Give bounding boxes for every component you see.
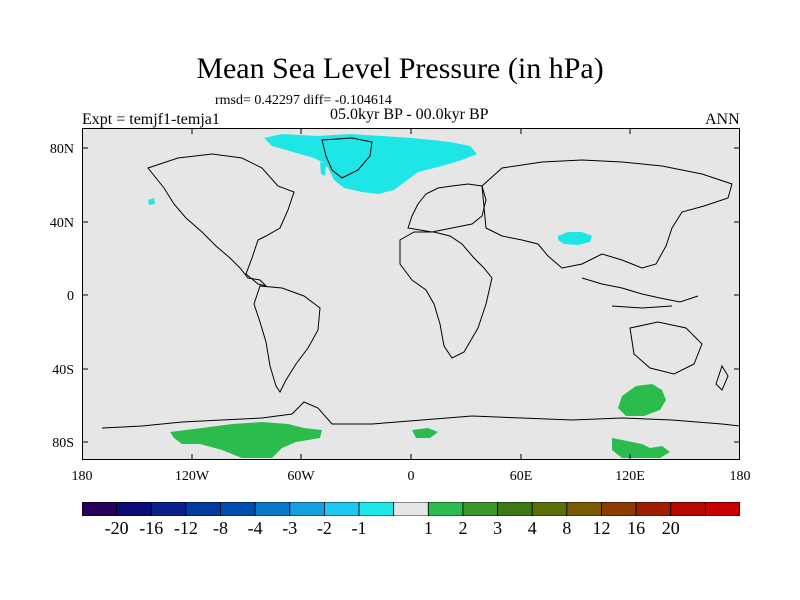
colorbar-box — [289, 502, 325, 516]
colorbar-label: -8 — [213, 518, 229, 538]
lat-label-0: 0 — [67, 289, 74, 304]
colorbar-box — [358, 502, 395, 516]
lon-label-120w: 120W — [174, 469, 210, 484]
colorbar-box — [531, 502, 568, 516]
colorbar-box — [427, 502, 464, 516]
colorbar-box — [670, 502, 706, 516]
colorbar-box — [254, 502, 291, 516]
coast-south-america — [253, 285, 321, 393]
coast-north-america — [147, 153, 295, 287]
colorbar-label: 16 — [627, 518, 646, 538]
colorbar-box — [462, 502, 498, 516]
world-map — [82, 128, 740, 460]
coast-new-zealand — [715, 364, 729, 391]
colorbar-label: -2 — [316, 518, 332, 538]
colorbar-box — [82, 502, 118, 516]
colorbar-label: 2 — [458, 518, 468, 538]
map-title: Mean Sea Level Pressure (in hPa) — [196, 52, 604, 85]
experiment-text: Expt = temjf1-temja1 — [82, 111, 220, 128]
lat-label-80s: 80S — [52, 436, 74, 451]
anomaly-positive-weddell-1 — [412, 428, 438, 438]
lon-label-120e: 120E — [615, 469, 645, 484]
coast-antarctica — [101, 401, 740, 429]
colorbar-label: 12 — [592, 518, 611, 538]
lat-label-80n: 80N — [49, 142, 74, 157]
anomaly-negative-small-north — [320, 162, 326, 176]
colorbar-box — [601, 502, 637, 516]
colorbar-label: -20 — [104, 518, 129, 538]
coast-australia — [629, 321, 703, 375]
anomaly-positive-ross-sea — [170, 422, 322, 458]
colorbar-label: -12 — [173, 518, 198, 538]
colorbar-box — [704, 502, 740, 516]
lat-label-40n: 40N — [49, 216, 74, 231]
lon-label-180w: 180 — [71, 469, 93, 484]
colorbar-label: -4 — [247, 518, 263, 538]
colorbar-label: -3 — [282, 518, 298, 538]
lon-ticks — [191, 128, 631, 460]
anomaly-negative-atlantic-spot — [148, 198, 155, 205]
lat-label-40s: 40S — [52, 363, 74, 378]
lon-label-0: 0 — [407, 469, 415, 484]
colorbar-label: -16 — [139, 518, 164, 538]
colorbar-label: 1 — [423, 518, 433, 538]
lon-label-180e: 180 — [729, 469, 751, 484]
colorbar-box — [497, 502, 533, 516]
anomaly-positive-indian-ocean — [618, 384, 666, 416]
colorbar — [82, 502, 740, 516]
colorbar-box — [116, 502, 152, 516]
colorbar-label: 3 — [493, 518, 503, 538]
colorbar-label: 8 — [562, 518, 572, 538]
anomaly-negative-tibet — [558, 232, 592, 245]
colorbar-label: 4 — [527, 518, 537, 538]
coast-europe — [407, 183, 487, 233]
colorbar-box — [324, 502, 360, 516]
colorbar-box — [185, 502, 221, 516]
coast-greenland — [321, 137, 373, 179]
colorbar-box — [635, 502, 672, 516]
colorbar-label: 20 — [661, 518, 680, 538]
season-text: ANN — [705, 111, 740, 128]
lat-ticks — [82, 147, 740, 443]
coast-southeast-asia — [581, 277, 699, 309]
anomaly-negative-greenland-arctic — [264, 134, 477, 194]
period-text: 05.0kyr BP - 00.0kyr BP — [330, 106, 489, 123]
colorbar-box — [150, 502, 187, 516]
lon-label-60e: 60E — [509, 469, 533, 484]
anomaly-positive-weddell-2 — [612, 438, 670, 458]
stats-text: rmsd= 0.42297 diff= -0.104614 — [215, 93, 392, 108]
coastlines — [101, 137, 740, 429]
colorbar-box — [566, 502, 602, 516]
colorbar-box — [393, 502, 429, 516]
coast-africa — [399, 231, 493, 359]
coast-asia — [481, 159, 733, 269]
colorbar-label: -1 — [351, 518, 367, 538]
lon-label-60w: 60W — [287, 469, 315, 484]
colorbar-box — [220, 502, 256, 516]
